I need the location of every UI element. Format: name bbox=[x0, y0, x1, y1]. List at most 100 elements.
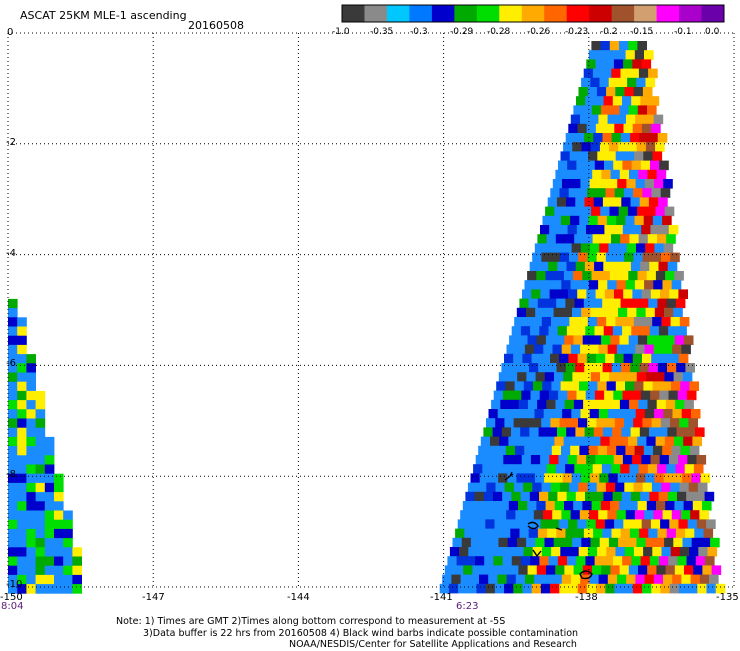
swath-cell bbox=[579, 381, 589, 391]
swath-cell bbox=[588, 381, 598, 391]
swath-cell bbox=[586, 455, 596, 465]
swath-cell bbox=[567, 455, 578, 465]
swath-cell bbox=[575, 363, 585, 373]
swath-cell bbox=[668, 225, 679, 235]
swath-cell bbox=[660, 353, 670, 364]
swath-cell bbox=[546, 565, 556, 575]
swath-cell bbox=[578, 252, 588, 263]
swath-cell bbox=[631, 160, 642, 171]
swath-cell bbox=[643, 215, 654, 226]
swath-cell bbox=[515, 445, 525, 456]
swath-cell bbox=[516, 537, 527, 548]
swath-cell bbox=[609, 41, 620, 51]
swath-cell bbox=[17, 464, 27, 475]
swath-cell bbox=[709, 574, 719, 585]
swath-cell bbox=[696, 519, 707, 529]
swath-cell bbox=[643, 445, 654, 456]
swath-cell bbox=[642, 87, 653, 97]
swath-cell bbox=[664, 372, 674, 382]
swath-cell bbox=[591, 436, 601, 447]
swath-cell bbox=[647, 169, 657, 180]
swath-cell bbox=[26, 464, 36, 475]
swath-cell bbox=[473, 464, 483, 474]
swath-cell bbox=[543, 510, 553, 520]
swath-cell bbox=[648, 363, 659, 373]
swath-cell bbox=[580, 473, 591, 483]
swath-cell bbox=[576, 556, 586, 566]
swath-cell bbox=[594, 261, 604, 272]
swath-cell bbox=[568, 289, 578, 299]
swath-cell bbox=[657, 363, 668, 373]
swath-cell bbox=[26, 482, 36, 493]
swath-cell bbox=[479, 473, 490, 483]
swath-cell bbox=[599, 307, 610, 318]
swath-cell bbox=[26, 473, 36, 484]
swath-cell bbox=[678, 289, 688, 299]
colorbar-swatch bbox=[386, 5, 410, 22]
swath-cell bbox=[617, 473, 628, 483]
swath-cell bbox=[715, 583, 726, 594]
colorbar-label: -0.28 bbox=[487, 27, 511, 37]
swath-cell bbox=[629, 399, 639, 410]
swath-cell bbox=[554, 271, 565, 281]
swath-cell bbox=[551, 445, 562, 456]
swath-cell bbox=[555, 169, 565, 180]
swath-cell bbox=[584, 261, 595, 272]
swath-cell bbox=[54, 556, 64, 567]
swath-cell bbox=[624, 87, 635, 97]
swath-cell bbox=[8, 326, 18, 337]
swath-cell bbox=[8, 455, 18, 465]
swath-cell bbox=[557, 326, 568, 336]
swath-cell bbox=[532, 317, 543, 327]
swath-cell bbox=[647, 399, 658, 410]
swath-cell bbox=[577, 519, 587, 529]
swath-cell bbox=[595, 123, 606, 134]
swath-cell bbox=[675, 399, 685, 410]
swath-cell bbox=[532, 547, 543, 557]
swath-cell bbox=[700, 473, 711, 483]
swath-cell bbox=[72, 556, 82, 567]
swath-cell bbox=[647, 464, 658, 474]
swath-cell bbox=[702, 565, 712, 575]
swath-cell bbox=[63, 547, 73, 557]
swath-cell bbox=[653, 445, 663, 456]
swath-cell bbox=[509, 335, 519, 345]
swath-cell bbox=[629, 528, 640, 539]
colorbar-swatch bbox=[589, 5, 613, 22]
swath-cell bbox=[501, 427, 512, 437]
swath-cell bbox=[657, 464, 667, 474]
swath-cell bbox=[684, 399, 694, 410]
swath-cell bbox=[619, 169, 630, 180]
swath-cell bbox=[605, 188, 616, 198]
swath-cell bbox=[35, 528, 46, 539]
swath-cell bbox=[17, 390, 27, 401]
swath-cell bbox=[698, 547, 708, 557]
swath-cell bbox=[610, 335, 620, 345]
swath-cell bbox=[17, 427, 27, 438]
swath-cell bbox=[620, 464, 630, 474]
swath-cell bbox=[587, 317, 598, 327]
swath-cell bbox=[481, 501, 491, 511]
swath-cell bbox=[537, 528, 548, 539]
swath-cell bbox=[613, 556, 623, 566]
colorbar bbox=[341, 4, 725, 23]
swath-cell bbox=[608, 243, 618, 253]
swath-cell bbox=[35, 400, 46, 410]
swath-cell bbox=[603, 427, 613, 437]
swath-cell bbox=[582, 436, 592, 447]
swath-cell bbox=[618, 142, 628, 152]
swath-cell bbox=[617, 179, 627, 189]
swath-cell bbox=[672, 473, 683, 483]
swath-cell bbox=[526, 372, 536, 382]
swath-cell bbox=[500, 399, 510, 410]
swath-cell bbox=[496, 381, 506, 391]
swath-cell bbox=[596, 482, 607, 493]
swath-cell bbox=[574, 528, 585, 539]
swath-cell bbox=[660, 583, 671, 594]
swath-cell bbox=[570, 445, 580, 456]
swath-cell bbox=[537, 234, 547, 244]
swath-cell bbox=[554, 501, 565, 511]
swath-cell bbox=[558, 455, 569, 465]
swath-cell bbox=[54, 510, 64, 521]
swath-cell bbox=[571, 409, 581, 419]
